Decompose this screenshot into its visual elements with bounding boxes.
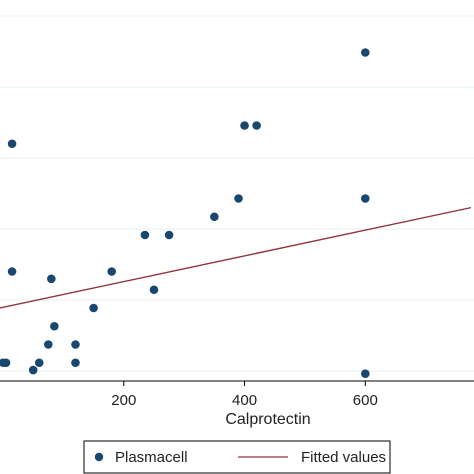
scatter-point-13 [89,303,98,313]
scatter-point-3 [252,121,261,130]
scatter-point-19 [34,358,44,368]
scatter-point-7 [140,230,150,240]
scatter-point-12 [149,285,159,295]
legend: Plasmacell Fitted values [83,440,391,474]
scatter-point-0 [361,48,370,57]
fitted-values-line [0,206,472,309]
scatter-point-11 [47,274,56,284]
scatter-point-21 [28,365,38,375]
grid-lines [0,15,474,372]
legend-marker-plasmacell [94,452,104,462]
scatter-point-1 [7,139,17,149]
legend-box [83,440,391,474]
scatter-point-8 [164,230,174,240]
legend-label-plasmacell: Plasmacell [115,449,188,466]
fitted-line-layer [0,206,472,309]
scatter-points-layer [0,48,370,379]
scatter-point-20 [71,358,80,368]
scatter-point-10 [107,267,117,276]
scatter-point-6 [210,212,219,222]
scatter-point-2 [240,121,249,130]
x-tick-label-600: 600 [353,392,378,409]
scatter-point-15 [44,340,53,349]
scatter-point-18 [0,358,8,368]
scatter-point-14 [50,321,59,331]
scatter-point-16 [71,340,80,349]
scatter-point-22 [361,369,370,379]
scatter-point-5 [361,194,370,203]
x-axis-title: Calprotectin [225,411,310,428]
scatter-point-4 [234,194,243,203]
legend-label-fitted-values: Fitted values [301,449,386,466]
x-tick-label-200: 200 [111,392,136,409]
x-axis-ticks: 200 400 600 [111,381,378,409]
scatter-point-9 [7,267,17,276]
x-tick-label-400: 400 [232,392,257,409]
